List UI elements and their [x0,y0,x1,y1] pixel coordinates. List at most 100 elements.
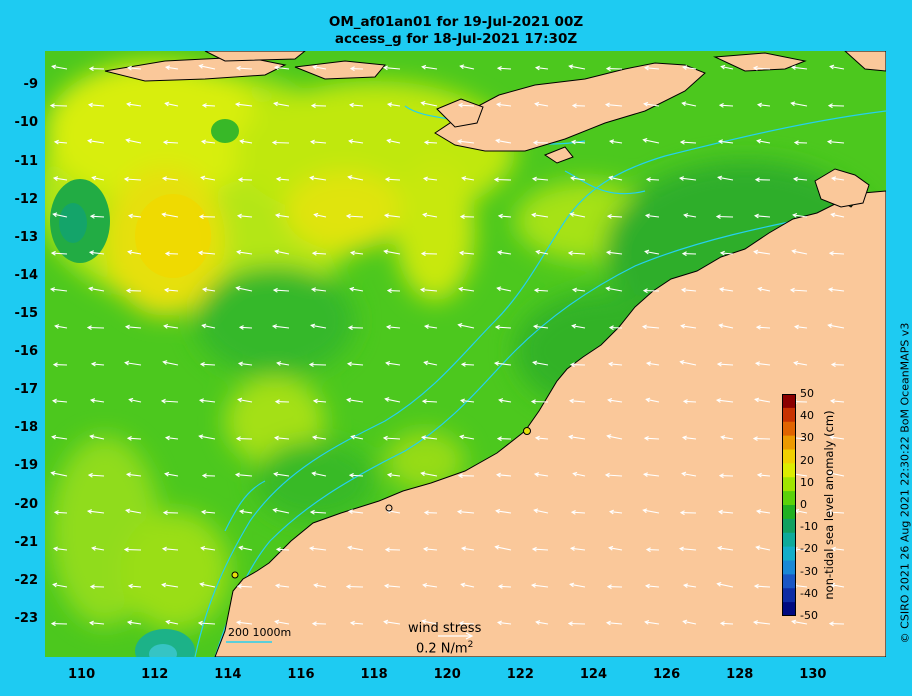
wind-arrow [720,288,734,292]
wind-arrow [645,250,660,255]
wind-arrow-head [570,175,576,181]
wind-arrow-head [754,177,760,183]
wind-arrow [346,585,364,588]
wind-arrow [313,436,327,440]
wind-arrow [276,214,290,218]
wind-arrow-head [717,139,724,145]
wind-arrow-head [312,398,318,404]
wind-arrow-head [124,360,130,366]
wind-arrow-head [827,287,834,292]
wind-arrow [89,104,105,107]
wind-arrow [91,363,105,366]
wind-arrow-head [50,250,56,256]
wind-arrow-head [200,545,206,551]
wind-arrow-head [793,360,799,366]
colorbar-segment [782,477,796,492]
wind-arrow-head [50,470,56,476]
wind-arrow [383,437,401,440]
wind-arrow-head [161,546,167,552]
wind-arrow [90,251,105,255]
wind-arrow-head [311,471,317,477]
wind-arrow-head [460,362,466,367]
wind-arrow [310,547,327,551]
wind-arrow [314,213,327,218]
wind-arrow [829,288,845,292]
wind-arrow-head [276,361,282,366]
wind-arrow [274,102,290,107]
rote-island [543,146,574,164]
wind-arrow-head [456,509,462,515]
wind-arrow-head [645,547,651,553]
wind-arrow-head [458,621,464,626]
wind-arrow-head [160,398,166,404]
wind-arrow-head [347,545,353,551]
wind-arrow-head [568,64,574,70]
wind-arrow [681,325,697,329]
wind-arrow-head [608,139,615,145]
wind-arrow-head [755,325,761,330]
wind-arrow-head [127,583,133,589]
wind-arrow [387,326,401,329]
wind-arrow [309,363,327,366]
longitude-tick-label: 114 [214,667,242,682]
wind-arrow-head [125,472,132,478]
wind-arrow [165,473,179,477]
colorbar-tick-label: 50 [800,387,814,400]
wind-arrow-head [235,65,241,71]
wind-arrow-head [534,435,540,441]
wind-arrow-head [715,398,722,403]
wind-arrow-head [200,175,206,181]
wind-arrow [499,399,512,403]
wind-arrow [348,363,364,366]
wind-arrow [828,141,845,144]
wind-arrow [569,65,586,70]
wind-arrow [682,472,697,477]
wind-arrow [718,176,734,181]
wind-arrow [275,250,290,255]
wind-arrow-head [238,509,245,515]
wind-arrow-head [161,582,167,588]
melville-island [814,168,870,208]
wind-stress-arrows [49,63,845,627]
wind-arrow-head [605,66,611,72]
timor-island [434,62,706,152]
wind-arrow [534,509,549,514]
sea-level-map [45,51,886,657]
wind-arrow [458,324,475,329]
wind-arrow-head [309,509,315,515]
wind-arrow-head [420,471,426,477]
wind-arrow [388,474,401,477]
wind-arrow [51,472,68,477]
wind-arrow [793,548,808,551]
wind-arrow [570,400,586,403]
wind-arrow-head [199,582,205,587]
wind-arrow [421,472,438,477]
wind-arrow [605,474,623,477]
wind-arrow-head [384,397,390,402]
wind-arrow-head [345,213,351,219]
wind-arrow-head [198,398,205,403]
wind-arrow-head [606,214,612,219]
wind-arrow [277,362,290,366]
wind-arrow [54,511,68,514]
wind-arrow [128,67,142,70]
wind-arrow-head [493,177,499,182]
wind-arrow-head [386,288,392,294]
wind-arrow [274,473,290,477]
wind-arrow [753,67,771,70]
wind-arrow-head [311,621,317,627]
wind-arrow [756,546,771,551]
wind-arrow-head [423,140,429,145]
wind-arrow [202,140,216,144]
wind-arrow [163,548,179,551]
wind-arrow [310,511,327,514]
wind-arrow [421,289,438,292]
wind-arrow-head [163,287,169,293]
wind-arrow-head [530,583,537,588]
wind-arrow [385,585,401,588]
wind-arrow [682,102,697,107]
wind-arrow [755,215,771,218]
wind-arrow [607,435,623,440]
wind-arrow-head [644,619,650,625]
wind-arrow-head [531,212,537,218]
